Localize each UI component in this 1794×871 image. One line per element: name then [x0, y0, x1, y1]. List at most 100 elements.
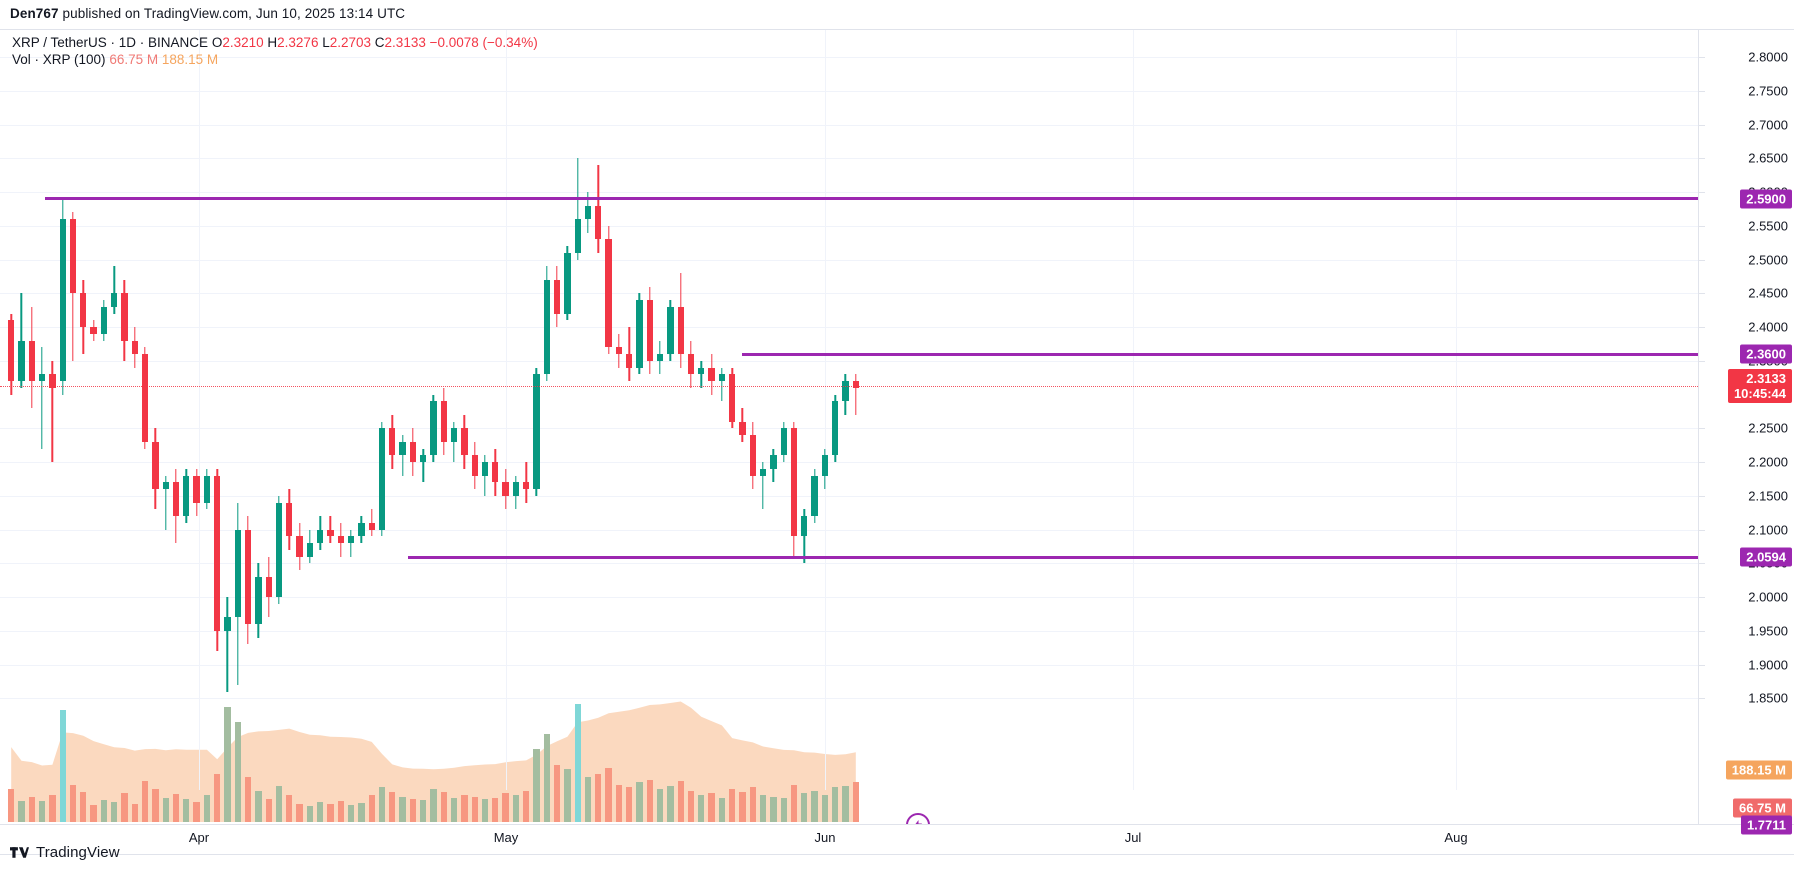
- time-tick-apr: Apr: [188, 830, 210, 845]
- candle-wick: [20, 293, 23, 388]
- candle-wick: [350, 529, 352, 557]
- candlestick: [111, 30, 118, 824]
- price-tick-label: 2.5500: [1748, 218, 1788, 234]
- candlestick: [255, 30, 262, 824]
- footer-brand: TradingView: [10, 843, 120, 862]
- price-tick-mark: [1699, 259, 1705, 261]
- candle-body: [152, 441, 159, 490]
- volume-bar: [801, 793, 808, 822]
- candlestick: [172, 30, 180, 824]
- candle-body: [512, 482, 520, 496]
- candle-body: [265, 576, 272, 598]
- candle-body: [224, 617, 231, 631]
- candlestick: [574, 30, 581, 824]
- time-axis[interactable]: Apr May Jun Jul Aug: [0, 825, 1794, 855]
- volume-bar: [317, 802, 324, 822]
- volume-bar: [286, 795, 293, 822]
- volume-bar: [38, 801, 46, 822]
- volume-bar: [368, 795, 375, 822]
- candlestick: [275, 30, 283, 824]
- price-label-volume-last[interactable]: 66.75 M: [1733, 798, 1792, 818]
- price-label-resistance-mid[interactable]: 2.3600: [1740, 344, 1792, 364]
- candlestick: [18, 30, 25, 824]
- price-label-volume-ma[interactable]: 188.15 M: [1725, 760, 1792, 780]
- candlestick: [481, 30, 489, 824]
- candle-body: [131, 340, 138, 355]
- gridline-horizontal: [0, 664, 1698, 666]
- legend-symbol-row[interactable]: XRP / TetherUS · 1D · BINANCE O2.3210 H2…: [12, 34, 538, 51]
- price-pane[interactable]: [0, 30, 1698, 824]
- candlestick: [523, 30, 530, 824]
- candle-body: [28, 340, 35, 382]
- price-tick-label: 1.9000: [1748, 657, 1788, 673]
- price-label-support[interactable]: 2.0594: [1740, 547, 1792, 567]
- volume-bar: [502, 793, 509, 822]
- horizontal-ray-2.5900[interactable]: [45, 197, 1698, 201]
- volume-bar: [358, 802, 365, 822]
- lightning-bolt-icon[interactable]: [906, 813, 930, 824]
- volume-bar: [90, 805, 97, 822]
- candle-body: [255, 576, 262, 625]
- price-tick-mark: [1699, 124, 1705, 126]
- candlestick: [615, 30, 623, 824]
- legend-close-value: 2.3133: [384, 35, 426, 50]
- legend-high-value: 2.3276: [277, 35, 319, 50]
- price-axis[interactable]: 2.80002.75002.70002.65002.60002.55002.50…: [1698, 30, 1794, 835]
- candle-body: [801, 516, 808, 537]
- candle-body: [59, 219, 66, 382]
- candle-body: [564, 252, 571, 314]
- gridline-horizontal: [0, 360, 1698, 362]
- volume-bar: [564, 768, 571, 822]
- candle-body: [698, 367, 705, 375]
- gridline-horizontal: [0, 428, 1698, 430]
- gridline-horizontal: [0, 158, 1698, 160]
- candle-wick: [41, 347, 43, 449]
- candlestick: [780, 30, 787, 824]
- candlestick: [471, 30, 478, 824]
- candlestick: [595, 30, 602, 824]
- candle-wick: [576, 158, 579, 260]
- gridline-horizontal: [0, 192, 1698, 194]
- horizontal-ray-2.3600[interactable]: [742, 352, 1698, 356]
- candle-wick: [700, 360, 702, 388]
- gridline-horizontal: [0, 259, 1698, 261]
- price-label-last-price[interactable]: 2.3133 10:45:44: [1727, 368, 1792, 403]
- price-tick-label: 2.1500: [1748, 488, 1788, 504]
- candle-body: [327, 529, 334, 537]
- legend-volume-row[interactable]: Vol · XRP (100) 66.75 M 188.15 M: [12, 51, 538, 68]
- volume-bar: [512, 794, 520, 822]
- candlestick: [636, 30, 643, 824]
- gridline-vertical: [825, 30, 826, 790]
- candle-wick: [855, 374, 857, 415]
- candle-body: [183, 475, 190, 517]
- candlestick: [729, 30, 736, 824]
- volume-bar: [481, 799, 489, 822]
- volume-bar: [729, 788, 736, 822]
- candle-body: [523, 482, 530, 490]
- gridline-vertical: [199, 30, 200, 790]
- candle-body: [636, 300, 643, 368]
- volume-bar: [420, 800, 427, 822]
- candle-body: [553, 279, 561, 314]
- volume-bar: [389, 791, 396, 822]
- candle-body: [378, 428, 386, 530]
- price-label-volume-low[interactable]: 1.7711: [1740, 815, 1792, 835]
- candle-body: [471, 455, 478, 476]
- candlestick: [687, 30, 695, 824]
- candle-body: [832, 401, 839, 456]
- volume-bar: [605, 767, 612, 822]
- volume-bar: [121, 793, 128, 822]
- candle-body: [739, 421, 746, 436]
- candlestick: [389, 30, 396, 824]
- horizontal-ray-2.0594[interactable]: [408, 555, 1698, 559]
- volume-bar: [141, 780, 149, 822]
- price-tick-label: 2.8000: [1748, 49, 1788, 65]
- candlestick: [224, 30, 231, 824]
- volume-bar: [739, 791, 746, 822]
- candle-body: [38, 374, 46, 382]
- candle-body: [141, 354, 149, 442]
- candle-body: [729, 374, 736, 422]
- candle-wick: [422, 448, 424, 483]
- price-label-resistance-upper[interactable]: 2.5900: [1740, 189, 1792, 209]
- candlestick: [739, 30, 746, 824]
